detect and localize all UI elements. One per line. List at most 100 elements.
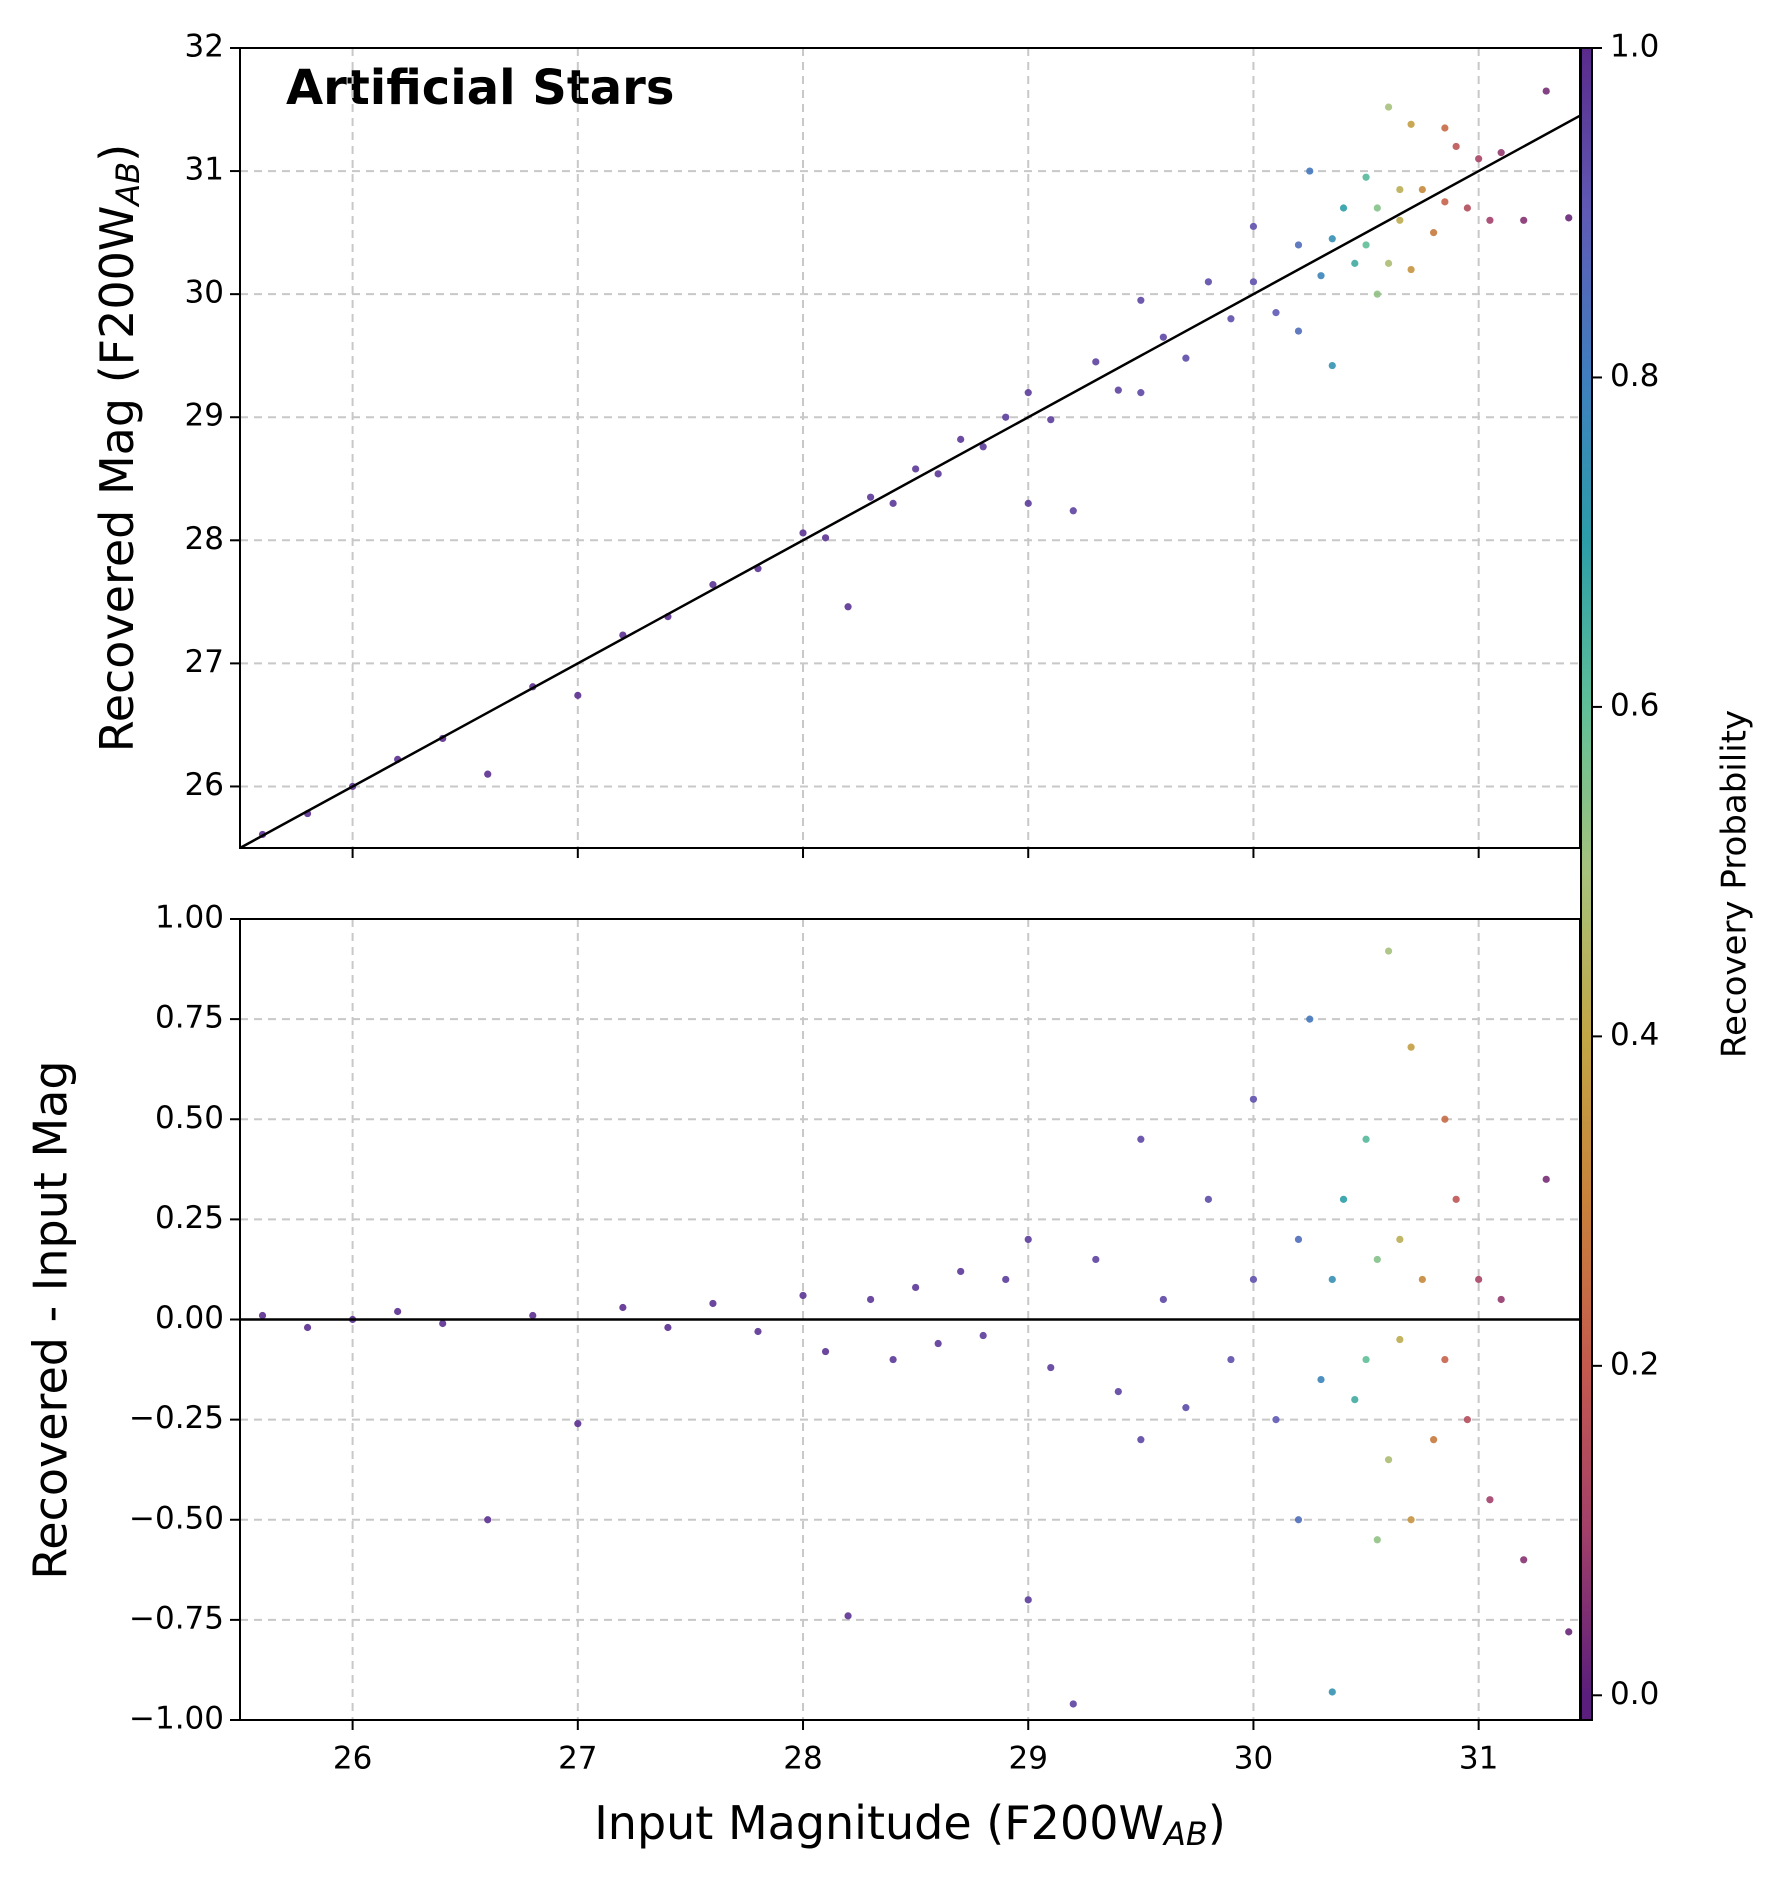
point bbox=[1362, 1135, 1370, 1143]
point bbox=[1339, 1195, 1348, 1203]
point bbox=[1396, 1235, 1404, 1243]
y-label-end: ) bbox=[90, 144, 144, 162]
point bbox=[1227, 1355, 1235, 1364]
point bbox=[1024, 389, 1032, 397]
point bbox=[1024, 499, 1032, 507]
point bbox=[1339, 204, 1348, 212]
point bbox=[1092, 358, 1100, 366]
y-tick-label: −0.25 bbox=[129, 1400, 224, 1436]
point bbox=[303, 1323, 312, 1332]
point bbox=[1137, 296, 1145, 304]
point bbox=[1565, 1628, 1573, 1636]
point bbox=[1384, 259, 1393, 267]
point bbox=[821, 1347, 830, 1356]
point bbox=[664, 1323, 672, 1332]
point bbox=[1475, 155, 1483, 163]
point bbox=[258, 1311, 267, 1320]
point bbox=[1542, 87, 1550, 95]
point bbox=[1452, 142, 1460, 151]
point bbox=[1407, 265, 1415, 274]
colorbar-label: Recovery Probability bbox=[1715, 710, 1755, 1058]
point bbox=[1069, 1700, 1077, 1708]
point bbox=[1137, 389, 1145, 397]
point bbox=[1463, 204, 1471, 212]
reference-line bbox=[239, 114, 1581, 850]
x-tick-label: 28 bbox=[783, 1741, 822, 1777]
point bbox=[1182, 1404, 1190, 1412]
point bbox=[574, 691, 582, 699]
point bbox=[1362, 173, 1370, 181]
point bbox=[439, 1319, 447, 1328]
y-tick-label: −0.75 bbox=[129, 1600, 224, 1636]
point bbox=[1441, 198, 1449, 206]
point bbox=[709, 1299, 717, 1308]
point bbox=[912, 1283, 920, 1292]
point bbox=[1306, 167, 1314, 175]
point bbox=[1249, 278, 1258, 286]
point bbox=[1565, 214, 1573, 222]
colorbar bbox=[1580, 47, 1593, 1721]
point bbox=[799, 1291, 807, 1300]
colorbar-tick-label: 0.0 bbox=[1610, 1676, 1659, 1712]
point bbox=[1351, 1396, 1359, 1404]
point bbox=[1384, 1456, 1393, 1464]
point bbox=[1114, 1387, 1122, 1396]
point bbox=[844, 603, 852, 611]
colorbar-tick-label: 0.8 bbox=[1610, 358, 1659, 394]
y-tick-label: 0.25 bbox=[155, 1200, 224, 1236]
colorbar-tick-label: 1.0 bbox=[1610, 29, 1659, 65]
point bbox=[889, 499, 897, 507]
point bbox=[529, 1311, 537, 1320]
point bbox=[1092, 1255, 1100, 1264]
point bbox=[1486, 216, 1494, 224]
x-tick-label: 27 bbox=[558, 1741, 597, 1777]
point bbox=[1069, 507, 1077, 515]
point bbox=[484, 1516, 492, 1524]
point bbox=[1373, 290, 1381, 298]
point bbox=[1407, 1516, 1415, 1524]
point bbox=[1294, 1516, 1303, 1524]
point bbox=[1351, 259, 1359, 267]
y-tick-label: 30 bbox=[185, 275, 224, 311]
point bbox=[1520, 1556, 1528, 1564]
point bbox=[1373, 204, 1381, 212]
point bbox=[934, 470, 942, 478]
point bbox=[1430, 229, 1438, 237]
point bbox=[1114, 386, 1122, 394]
y-tick-label: −0.50 bbox=[129, 1500, 224, 1536]
point bbox=[1317, 1375, 1325, 1384]
point bbox=[1441, 1115, 1449, 1123]
point bbox=[1418, 185, 1426, 194]
point bbox=[1430, 1436, 1438, 1444]
point bbox=[1520, 216, 1528, 224]
x-tick-label: 29 bbox=[1009, 1741, 1048, 1777]
y-tick-label: 32 bbox=[185, 29, 224, 65]
x-tick-label: 30 bbox=[1234, 1741, 1273, 1777]
axes-frame bbox=[239, 47, 1581, 849]
point bbox=[1396, 216, 1404, 224]
point bbox=[1249, 1275, 1258, 1284]
point bbox=[1396, 1335, 1404, 1344]
point bbox=[1272, 1416, 1280, 1424]
point bbox=[1497, 1295, 1505, 1304]
point bbox=[1002, 413, 1010, 421]
point bbox=[1294, 1235, 1303, 1243]
scatter-points bbox=[258, 87, 1573, 839]
point bbox=[979, 1331, 987, 1340]
y-tick-label: 27 bbox=[185, 644, 224, 680]
point bbox=[1294, 241, 1303, 249]
point bbox=[1328, 1688, 1336, 1696]
point bbox=[844, 1612, 852, 1620]
point bbox=[1002, 1275, 1010, 1284]
point bbox=[1182, 354, 1190, 362]
x-axis-label: Input Magnitude (F200WAB) bbox=[594, 1796, 1226, 1854]
point bbox=[1328, 235, 1336, 243]
point bbox=[1204, 278, 1213, 286]
point bbox=[1204, 1195, 1213, 1203]
point bbox=[1542, 1175, 1550, 1183]
y-tick-label: 0.00 bbox=[155, 1300, 224, 1336]
point bbox=[1418, 1275, 1426, 1284]
x-tick-label: 31 bbox=[1459, 1741, 1498, 1777]
point bbox=[1249, 1095, 1258, 1103]
